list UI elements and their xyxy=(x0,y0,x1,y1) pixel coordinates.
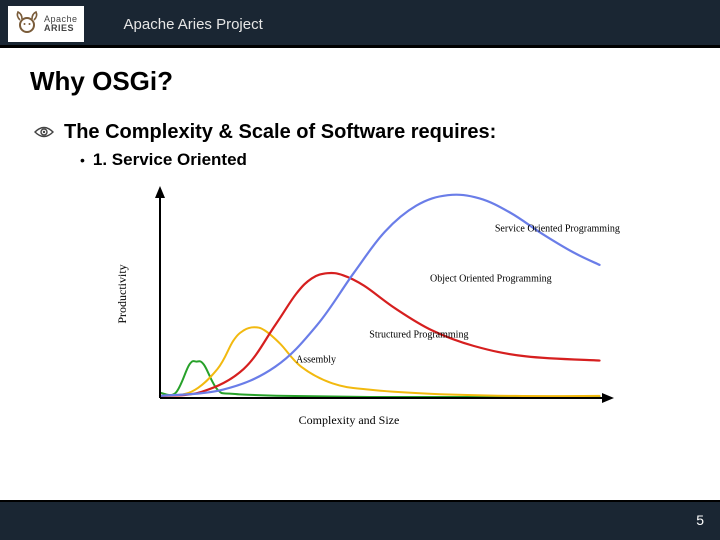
eye-icon xyxy=(34,125,54,139)
ram-icon xyxy=(14,10,40,38)
svg-text:Service Oriented Programming: Service Oriented Programming xyxy=(495,224,620,235)
bullet-text: The Complexity & Scale of Software requi… xyxy=(64,121,496,144)
svg-text:Productivity: Productivity xyxy=(115,264,129,323)
bullet-row: The Complexity & Scale of Software requi… xyxy=(34,121,690,144)
svg-text:Complexity and Size: Complexity and Size xyxy=(299,413,400,427)
chart-svg: Productivity Complexity and Size Assembly S… xyxy=(100,180,620,440)
header-bar: Apache ARIES Apache Aries Project xyxy=(0,0,720,48)
svg-text:Object Oriented Programming: Object Oriented Programming xyxy=(430,274,552,285)
subbullet-row: • 1. Service Oriented xyxy=(80,150,690,170)
logo-text-bottom: ARIES xyxy=(44,24,78,33)
page-number: 5 xyxy=(696,512,704,528)
project-title: Apache Aries Project xyxy=(124,16,263,33)
svg-text:Structured Programming: Structured Programming xyxy=(369,330,468,341)
slide-content: Why OSGi? The Complexity & Scale of Soft… xyxy=(0,48,720,440)
bullet-dot-icon: • xyxy=(80,152,85,168)
productivity-chart: Productivity Complexity and Size Assembly S… xyxy=(30,180,690,440)
logo: Apache ARIES xyxy=(8,6,84,42)
logo-text: Apache ARIES xyxy=(44,15,78,34)
footer-bar: 5 xyxy=(0,500,720,540)
slide-title: Why OSGi? xyxy=(30,66,690,97)
svg-text:Assembly: Assembly xyxy=(296,355,336,366)
subbullet-text: 1. Service Oriented xyxy=(93,150,247,170)
